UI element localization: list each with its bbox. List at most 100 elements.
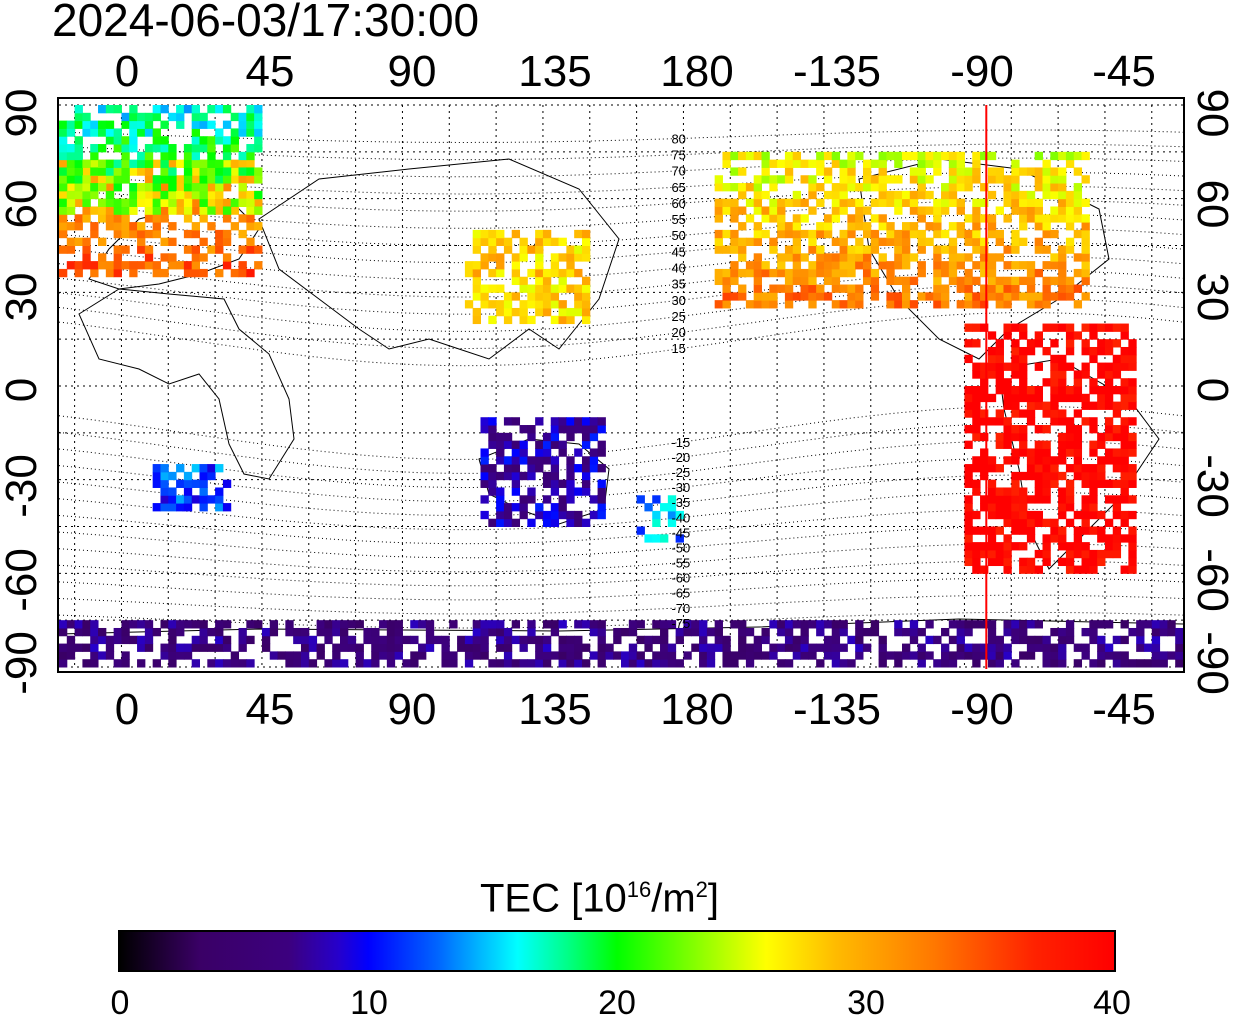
tec-cell — [823, 190, 833, 200]
tec-cell — [1019, 354, 1028, 364]
tec-cell — [613, 635, 622, 645]
tec-cell — [1175, 635, 1183, 645]
tec-cell — [230, 198, 240, 207]
tec-cell — [761, 229, 770, 239]
tec-cell — [1026, 292, 1036, 301]
tec-cell — [1003, 393, 1012, 403]
tec-cell — [1065, 393, 1075, 403]
tec-cell — [176, 175, 185, 184]
tec-cell — [113, 245, 122, 254]
tec-cell — [636, 526, 645, 535]
tec-cell — [933, 198, 942, 207]
tec-cell — [199, 487, 208, 496]
tec-cell — [730, 276, 739, 286]
tec-cell — [1065, 518, 1075, 527]
tec-cell — [496, 503, 505, 512]
tec-cell — [1011, 245, 1020, 254]
tec-cell — [300, 643, 310, 652]
tec-cell — [207, 159, 216, 168]
tec-cell — [925, 190, 934, 200]
tec-cell — [542, 432, 552, 442]
tec-cell — [777, 643, 786, 652]
tec-cell — [199, 620, 208, 629]
tec-cell — [792, 237, 802, 246]
tec-cell — [74, 261, 83, 270]
tec-cell — [769, 183, 778, 192]
tec-cell — [191, 495, 200, 504]
tec-cell — [1011, 362, 1020, 371]
tec-cell — [1011, 432, 1020, 442]
tec-cell — [1104, 549, 1114, 559]
colorbar-title-exp2: 2 — [695, 877, 708, 902]
magnetic-latitude-contour — [59, 298, 1183, 350]
tec-cell — [855, 261, 864, 270]
tec-cell — [176, 190, 185, 200]
tec-cell — [948, 159, 958, 168]
tec-cell — [191, 144, 200, 153]
tec-cell — [1120, 323, 1129, 332]
tec-cell — [597, 495, 606, 504]
tec-cell — [800, 214, 809, 223]
tec-cell — [948, 659, 958, 668]
tec-cell — [1128, 378, 1137, 387]
tec-cell — [964, 354, 973, 364]
tec-cell — [503, 503, 513, 512]
tec-cell — [74, 105, 83, 114]
tec-cell — [480, 651, 489, 660]
tec-cell — [300, 659, 310, 668]
tec-cell — [1128, 393, 1137, 403]
tec-cell — [1112, 354, 1122, 364]
tec-cell — [66, 190, 76, 200]
top-lon-tick-90: 90 — [387, 47, 437, 96]
tec-cell — [215, 495, 224, 504]
tec-cell — [777, 214, 786, 223]
tec-cell — [675, 627, 684, 637]
tec-cell — [1128, 479, 1137, 488]
tec-cell — [995, 237, 1004, 246]
tec-cell — [683, 627, 692, 637]
tec-cell — [862, 627, 872, 637]
tec-cell — [363, 659, 372, 668]
tec-cell — [847, 183, 856, 192]
tec-cell — [699, 643, 708, 652]
tec-cell — [105, 159, 115, 168]
tec-cell — [176, 112, 185, 122]
tec-cell — [1089, 440, 1098, 449]
tec-cell — [74, 214, 83, 223]
tec-cell — [995, 440, 1004, 449]
tec-cell — [113, 144, 122, 153]
tec-cell — [511, 276, 521, 286]
tec-cell — [777, 198, 786, 207]
tec-cell — [1026, 651, 1036, 660]
tec-cell — [1058, 471, 1067, 481]
tec-cell — [129, 136, 138, 145]
tec-cell — [308, 643, 318, 652]
tec-cell — [862, 253, 872, 262]
tec-cell — [1151, 620, 1161, 629]
tec-cell — [894, 190, 903, 200]
tec-cell — [1026, 518, 1036, 527]
tec-cell — [621, 627, 630, 637]
magnetic-latitude-label: 30 — [671, 293, 685, 308]
tec-cell — [1065, 487, 1075, 496]
tec-cell — [488, 620, 497, 629]
tec-cell — [1120, 386, 1129, 395]
tec-cell — [535, 651, 544, 660]
tec-cell — [144, 627, 154, 637]
tec-cell — [1081, 198, 1090, 207]
tec-cell — [847, 214, 856, 223]
tec-cell — [394, 620, 403, 629]
tec-cell — [972, 557, 981, 567]
tec-cell — [1034, 565, 1043, 574]
tec-cell — [464, 635, 474, 645]
tec-cell — [1003, 323, 1012, 332]
tec-cell — [550, 432, 560, 442]
tec-cell — [941, 627, 950, 637]
tec-cell — [550, 315, 560, 325]
tec-cell — [1097, 635, 1106, 645]
tec-cell — [98, 144, 107, 153]
tec-cell — [917, 214, 926, 223]
tec-cell — [1019, 261, 1028, 270]
tec-cell — [878, 190, 887, 200]
tec-cell — [995, 167, 1004, 176]
